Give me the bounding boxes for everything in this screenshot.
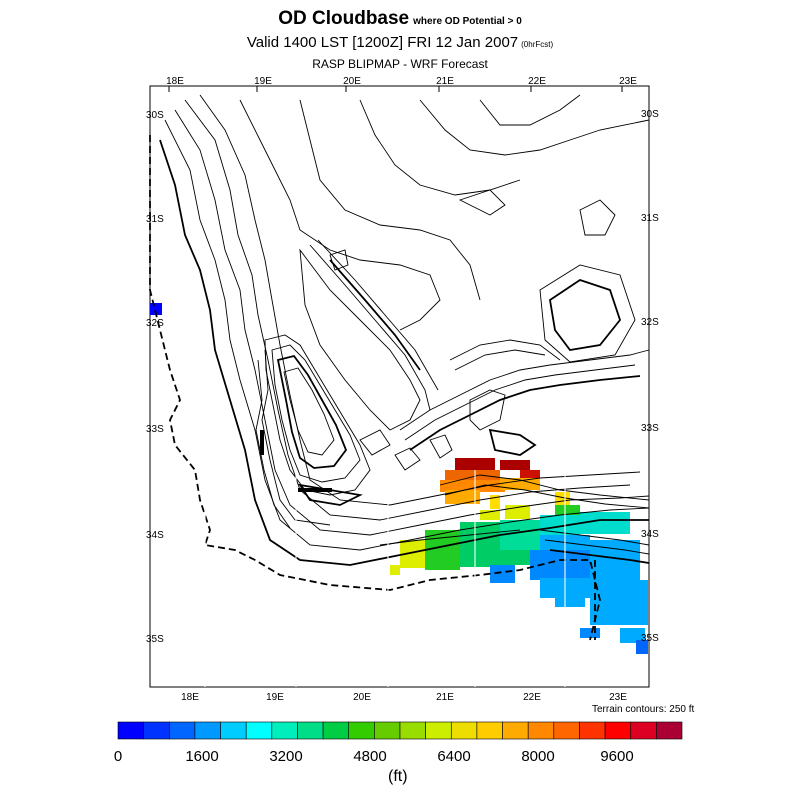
field-cell-blue [150,303,162,315]
lon-label-top: 18E [166,76,184,87]
legend-tick-label: 6400 [437,748,470,765]
field-cell-red [455,458,495,470]
legend-swatch [374,721,401,740]
field-cell-blue [636,640,648,654]
valid-time: Valid 1400 LST [1200Z] FRI 12 Jan 2007 (0… [0,34,800,51]
coastline [149,135,601,641]
legend-swatch [656,721,683,740]
legend-swatch [271,721,298,740]
lat-label-left: 31S [146,214,164,225]
valid-text: Valid 1400 LST [1200Z] FRI 12 Jan 2007 [246,34,519,51]
legend-swatch [245,721,273,740]
field-cell-yellow [480,510,500,520]
field-cell-blue [620,628,645,643]
lon-label-bottom: 23E [609,692,627,703]
lon-label-top: 19E [254,76,272,87]
lon-label-bottom: 21E [436,692,454,703]
terrain-contours [149,94,650,641]
legend-swatch [194,721,221,740]
field-cell-yellow [390,565,400,575]
lat-label-left: 30S [146,110,164,121]
legend-unit: (ft) [388,768,408,785]
legend-swatch [553,721,580,740]
color-legend: 0 1600 3200 4800 6400 8000 9600 [114,721,683,765]
map-title: OD Cloudbase where OD Potential > 0 [0,8,800,30]
legend-swatch [502,721,529,740]
cloudbase-field [150,303,648,654]
forecast-hour: (0hrFcst) [521,40,554,49]
title-main: OD Cloudbase [278,8,410,29]
legend-swatch [297,721,324,740]
lon-label-bottom: 18E [181,692,199,703]
field-cell-blue [590,580,648,625]
field-cell-blue [555,595,585,607]
field-cell-green [500,520,540,550]
lat-label-left: 35S [146,634,164,645]
lat-label-right: 33S [641,423,659,434]
field-cell-green [580,512,630,534]
legend-swatch [322,721,350,740]
terrain-note: Terrain contours: 250 ft [592,704,695,715]
lon-label-top: 20E [343,76,361,87]
legend-swatch [399,721,426,740]
field-cell-blue [490,565,515,583]
legend-swatch [425,721,452,740]
legend-tick-label: 3200 [269,748,302,765]
legend-swatch [168,721,196,740]
legend-swatch [604,721,632,740]
lon-label-top: 21E [436,76,454,87]
legend-tick-label: 0 [114,748,122,765]
legend-swatch [348,721,375,740]
legend-swatch [579,721,606,740]
legend-swatch [527,721,555,740]
legend-swatch [476,721,503,740]
field-cell-yellow [490,495,500,509]
map-subtitle: RASP BLIPMAP - WRF Forecast [312,57,488,71]
field-cell-green [500,550,530,565]
legend-tick-label: 1600 [185,748,218,765]
lat-label-right: 31S [641,213,659,224]
legend-swatch [450,721,478,740]
lon-label-bottom: 19E [266,692,284,703]
lon-label-top: 23E [619,76,637,87]
lat-label-right: 32S [641,317,659,328]
lon-label-top: 22E [528,76,546,87]
legend-swatch [143,721,170,740]
legend-tick-label: 4800 [353,748,386,765]
legend-swatch [220,721,247,740]
lat-label-right: 30S [641,109,659,120]
lat-label-left: 33S [146,424,164,435]
lat-label-right: 35S [641,633,659,644]
field-cell-green [460,522,500,567]
lat-label-left: 32S [146,318,164,329]
field-cell-yellow [555,492,570,506]
legend-swatch [117,721,144,740]
latlon-labels: 18E 18E 19E 19E 20E 20E 21E 21E 22E 22E 23E 23E 30S 3… [146,76,659,703]
field-cell-red [500,460,530,470]
title-note: where OD Potential > 0 [413,16,522,27]
contour-outer [159,139,649,566]
lon-label-bottom: 20E [353,692,371,703]
field-cell-orange [440,480,505,492]
field-cell-blue [580,628,600,638]
field-cell-orange [500,478,540,490]
lat-label-left: 34S [146,530,164,541]
legend-tick-label: 8000 [521,748,554,765]
field-cell-orange [445,470,500,482]
field-cell-orange [445,490,480,504]
legend-tick-label: 9600 [600,748,633,765]
lon-label-bottom: 22E [523,692,541,703]
lat-label-right: 34S [641,529,659,540]
legend-swatch [630,721,657,740]
